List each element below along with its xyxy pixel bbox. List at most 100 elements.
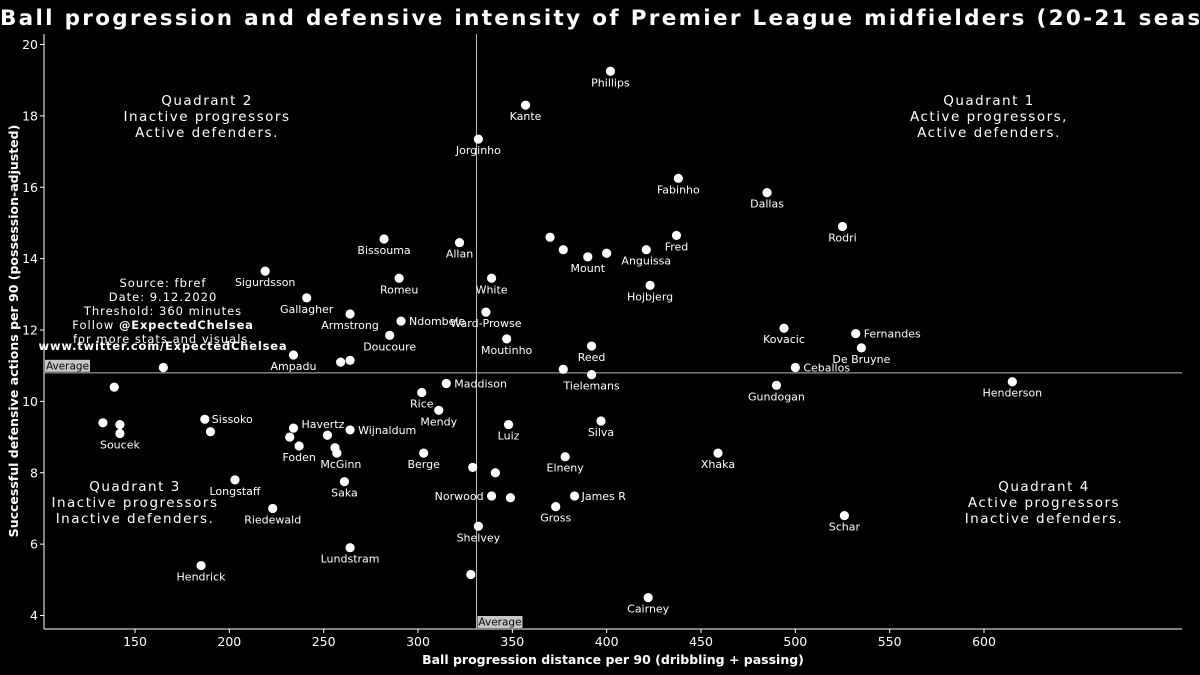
point-label: Saka — [331, 487, 358, 500]
twitter-url[interactable]: www.twitter.com/ExpectedChelsea — [39, 339, 288, 353]
point-label: Moutinho — [481, 344, 533, 357]
point-label: Longstaff — [210, 485, 261, 498]
data-point — [762, 188, 772, 198]
quadrant-3-line-3: Inactive defenders. — [56, 511, 215, 527]
data-point — [558, 245, 568, 255]
point-label: Luiz — [498, 430, 520, 443]
data-point — [641, 245, 651, 255]
data-point — [856, 343, 866, 353]
twitter-handle[interactable]: @ExpectedChelsea — [119, 318, 254, 332]
data-point — [268, 503, 278, 514]
point-label: Allan — [446, 248, 473, 261]
data-point — [771, 380, 782, 390]
data-point — [481, 307, 491, 317]
data-point — [486, 491, 497, 501]
chart-title: Ball progression and defensive intensity… — [0, 6, 1200, 31]
point-label: White — [476, 283, 508, 296]
point-label: Norwood — [435, 490, 484, 503]
axes-frame — [43, 34, 1182, 630]
source-annotation: Source: fbref Date: 9.12.2020 Threshold:… — [39, 276, 288, 353]
point-label: Mount — [571, 262, 606, 275]
data-point — [394, 273, 404, 283]
point-label: Reed — [578, 351, 606, 364]
quadrant-1-line-2: Active progressors, — [910, 109, 1068, 125]
x-tick-label: 400 — [595, 634, 619, 649]
data-point — [115, 419, 125, 430]
y-tick-label: 12 — [22, 323, 38, 338]
data-point — [671, 230, 682, 241]
average-y-label-bg — [45, 359, 90, 372]
point-label: De Bruyne — [832, 353, 890, 366]
point-labels: Phillips Kante Jorginho Fabinho Dallas Rodri F… — [100, 76, 1042, 615]
data-point — [1007, 377, 1017, 387]
x-tick-label: 300 — [406, 634, 430, 649]
data-point — [502, 334, 512, 344]
average-lines: Average Average — [44, 34, 1182, 629]
quadrant-2-line-3: Active defenders. — [135, 125, 279, 141]
point-label: Elneny — [547, 462, 585, 475]
data-point — [503, 419, 514, 430]
data-point — [345, 309, 355, 319]
quadrant-2-annotation: Quadrant 2 Inactive progressors Active d… — [124, 93, 291, 141]
y-tick-label: 14 — [22, 251, 38, 266]
x-tick-label: 150 — [123, 634, 147, 649]
threshold-line: Threshold: 360 minutes — [83, 304, 242, 318]
point-label: Hojbjerg — [627, 290, 673, 303]
point-label: Bissouma — [357, 244, 410, 257]
point-label: McGinn — [320, 458, 361, 471]
quadrant-4-line-3: Inactive defenders. — [965, 511, 1124, 527]
data-points — [98, 66, 1017, 603]
data-point — [569, 491, 580, 501]
data-point — [109, 382, 119, 392]
x-tick-label: 500 — [783, 634, 807, 649]
point-label: Rice — [410, 397, 434, 410]
data-point — [602, 248, 612, 258]
point-label: Schar — [829, 521, 861, 534]
data-point — [466, 569, 476, 580]
point-label: Havertz — [301, 418, 344, 431]
average-x-label: Average — [478, 617, 521, 629]
quadrant-1-line-1: Quadrant 1 — [943, 93, 1035, 109]
quadrant-2-line-2: Inactive progressors — [124, 109, 291, 125]
data-point — [713, 448, 723, 458]
data-point — [490, 468, 500, 478]
data-point — [643, 593, 653, 603]
data-point — [586, 341, 597, 351]
point-label: Lundstram — [321, 553, 380, 566]
data-point — [605, 66, 616, 76]
data-point — [583, 252, 593, 262]
data-point — [288, 350, 299, 360]
follow-line: Follow @ExpectedChelsea — [72, 318, 253, 332]
y-tick-label: 10 — [22, 394, 38, 409]
point-label: Fabinho — [657, 183, 700, 196]
point-label: Phillips — [591, 76, 630, 89]
point-label: Ward-Prowse — [450, 317, 521, 330]
point-label: Romeu — [380, 283, 418, 296]
average-y-label: Average — [46, 360, 89, 372]
data-point — [558, 364, 568, 374]
point-label: Armstrong — [321, 319, 379, 332]
data-point — [285, 432, 295, 442]
point-label: Foden — [282, 451, 315, 464]
data-point — [332, 448, 342, 458]
y-axis-label: Successful defensive actions per 90 (pos… — [6, 125, 21, 538]
y-tick-label: 20 — [22, 37, 38, 52]
data-point — [560, 452, 570, 462]
x-tick-label: 450 — [689, 634, 713, 649]
date-line: Date: 9.12.2020 — [109, 290, 218, 304]
data-point — [379, 234, 389, 244]
point-label: Gundogan — [748, 390, 805, 403]
y-tick-label: 18 — [22, 108, 38, 123]
data-point — [468, 462, 478, 472]
point-label: Kante — [510, 110, 542, 123]
point-label: Berge — [407, 458, 440, 471]
data-point — [551, 502, 561, 512]
point-label: Riedewald — [244, 513, 301, 526]
data-point — [260, 266, 270, 276]
data-point — [419, 448, 429, 458]
point-label: Fred — [665, 240, 689, 253]
data-point — [302, 293, 312, 303]
data-point — [205, 427, 216, 437]
point-label: Maddison — [454, 378, 507, 391]
